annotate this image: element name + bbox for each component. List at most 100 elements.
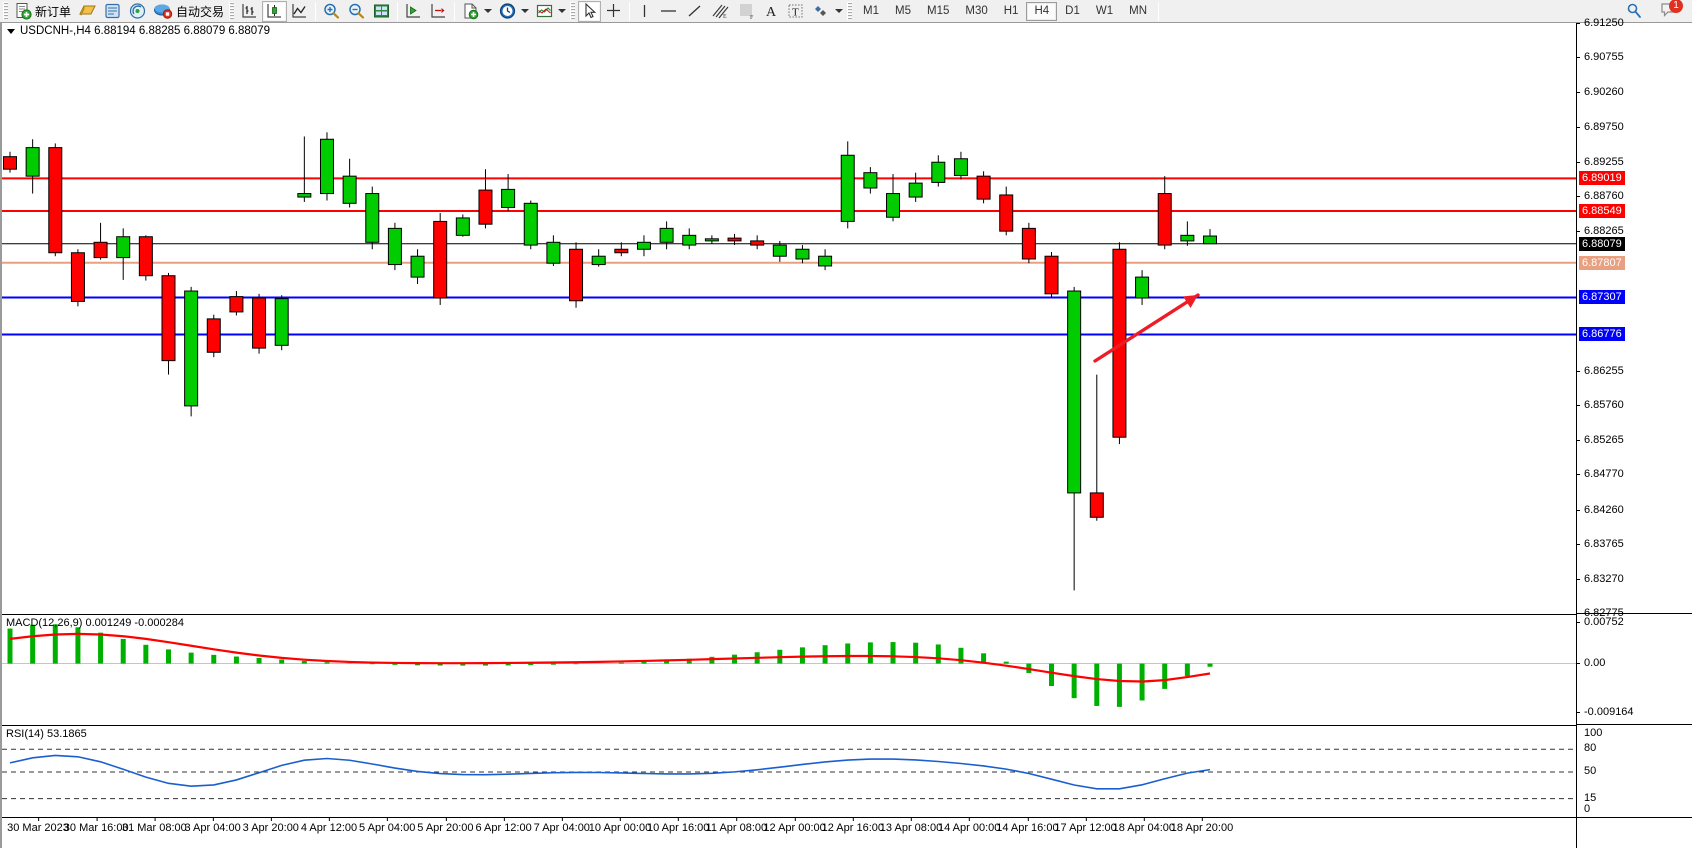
candlestick [365, 186, 380, 250]
zoom-out-icon [349, 3, 365, 19]
charts-button[interactable] [75, 1, 100, 22]
data-window-button[interactable] [369, 1, 394, 22]
bar-chart-button[interactable] [237, 1, 262, 22]
chevron-down-icon[interactable] [484, 9, 493, 13]
time-axis-tick: 11 Apr 08:00 [705, 818, 768, 834]
chevron-down-icon-3[interactable] [558, 9, 567, 13]
candlestick [614, 242, 629, 257]
candlestick [455, 214, 470, 237]
candlestick [206, 314, 221, 358]
zoom-in-icon [324, 3, 340, 19]
crosshair-button[interactable] [601, 1, 626, 22]
candlestick [931, 155, 946, 187]
timeframe-d1[interactable]: D1 [1065, 5, 1080, 17]
cursor-button[interactable] [578, 0, 602, 22]
indicators-icon [536, 4, 553, 18]
candlestick [161, 272, 176, 375]
horizontal-line-button[interactable] [655, 1, 682, 22]
rsi-pane[interactable]: RSI(14) 53.1865 [2, 725, 1576, 817]
text-button[interactable]: A [760, 1, 783, 22]
macd-axis-tick: -0.009164 [1577, 706, 1634, 718]
trend-arrow[interactable] [1093, 293, 1200, 363]
notification-count: 1 [1669, 0, 1683, 13]
candlestick [1044, 252, 1059, 298]
price-level-chip[interactable]: 6.87807 [1579, 255, 1625, 270]
period-button[interactable] [495, 1, 532, 22]
candlestick [319, 132, 334, 201]
time-axis[interactable]: 30 Mar 2023 30 Mar 16:00 31 Mar 08:00 3 Apr… [2, 817, 1576, 848]
text-label-button[interactable]: T [783, 1, 808, 22]
time-axis-tick: 18 Apr 20:00 [1170, 818, 1234, 834]
price-pane[interactable] [2, 23, 1576, 613]
rsi-axis-tick: 100 [1584, 727, 1603, 739]
text-icon: A [766, 5, 777, 20]
candlestick [750, 235, 765, 250]
search-button[interactable] [1622, 1, 1646, 22]
timeframe-mn[interactable]: MN [1129, 5, 1147, 17]
macd-label: MACD(12,26,9) 0.001249 -0.000284 [6, 617, 184, 629]
timeframe-m1[interactable]: M1 [863, 5, 880, 17]
price-level-chip[interactable]: 6.86776 [1579, 327, 1625, 342]
fibonacci-button[interactable]: F [734, 1, 760, 22]
candlestick-chart-button[interactable] [262, 0, 288, 22]
price-level-chip[interactable]: 6.87307 [1579, 290, 1625, 305]
candlestick [546, 235, 561, 266]
price-level-chip[interactable]: 6.88079 [1579, 236, 1625, 251]
trendline-button[interactable] [682, 1, 707, 22]
axis-pane-divider [1577, 613, 1692, 614]
candlestick [908, 172, 923, 202]
time-axis-tick: 10 Apr 00:00 [588, 818, 652, 834]
chart-shift-button[interactable] [426, 1, 451, 22]
timeframe-w1[interactable]: W1 [1095, 5, 1114, 17]
market-watch-button[interactable] [100, 1, 125, 22]
new-order-button[interactable]: 新订单 [11, 1, 75, 22]
time-axis-tick: 30 Mar 16:00 [63, 818, 129, 834]
toolbar-grip-4[interactable] [847, 2, 853, 20]
candlestick [523, 200, 538, 250]
price-level-chip[interactable]: 6.88549 [1579, 204, 1625, 219]
candlestick [1067, 286, 1082, 591]
candlestick [184, 286, 199, 417]
navigator-button[interactable] [125, 1, 150, 22]
line-chart-button[interactable] [287, 1, 312, 22]
new-order-icon [16, 3, 32, 20]
price-level-chip[interactable]: 6.89019 [1579, 171, 1625, 186]
chevron-down-icon-4[interactable] [835, 9, 844, 13]
timeframe-m30[interactable]: M30 [965, 5, 988, 17]
candlestick [1135, 270, 1150, 305]
price-axis[interactable]: 6.91250 6.90755 6.90260 6.89750 6.89255 6.887… [1576, 17, 1692, 817]
timeframe-h4[interactable]: H4 [1026, 1, 1058, 21]
toolbar-grip-2[interactable] [229, 2, 235, 20]
price-axis-tick: 6.90755 [1577, 51, 1624, 63]
trendline-icon [688, 5, 701, 17]
candlestick [410, 249, 425, 285]
shapes-icon [815, 6, 827, 16]
auto-trading-button[interactable]: 自动交易 [150, 1, 228, 22]
macd-pane[interactable]: MACD(12,26,9) 0.001249 -0.000284 [2, 614, 1576, 724]
shapes-button[interactable] [808, 1, 846, 22]
candlestick [229, 291, 244, 316]
zoom-out-button[interactable] [344, 1, 369, 22]
auto-scroll-button[interactable] [401, 1, 426, 22]
templates-button[interactable] [458, 1, 495, 22]
chevron-down-icon-chart[interactable] [7, 28, 15, 34]
chart-window: USDCNH-,H4 6.88194 6.88285 6.88079 6.880… [0, 17, 1692, 848]
time-axis-tick: 6 Apr 12:00 [475, 818, 532, 834]
indicators-button[interactable] [532, 1, 569, 22]
macd-axis-tick: 0.00752 [1577, 616, 1624, 628]
toolbar-grip[interactable] [3, 2, 8, 20]
notifications-button[interactable]: 1 [1656, 0, 1684, 22]
time-axis-tick: 31 Mar 08:00 [121, 818, 187, 834]
timeframe-m15[interactable]: M15 [927, 5, 950, 17]
vertical-line-button[interactable] [633, 1, 655, 22]
candlestick [70, 249, 85, 307]
timeframe-h1[interactable]: H1 [1003, 5, 1019, 17]
zoom-in-button[interactable] [319, 1, 344, 22]
candlestick [840, 141, 855, 229]
svg-text:A: A [766, 5, 777, 20]
equidistant-channel-button[interactable]: E [707, 1, 734, 22]
timeframe-m5[interactable]: M5 [895, 5, 911, 17]
chevron-down-icon-2[interactable] [521, 9, 530, 13]
toolbar-grip-3[interactable] [570, 2, 576, 20]
toolbar-right-group: 1 [1622, 0, 1692, 22]
